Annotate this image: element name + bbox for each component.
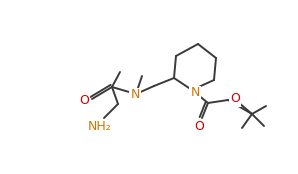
Text: N: N bbox=[130, 89, 140, 101]
Text: O: O bbox=[194, 120, 204, 132]
Text: O: O bbox=[79, 93, 89, 106]
Text: O: O bbox=[230, 93, 240, 105]
Text: NH₂: NH₂ bbox=[88, 121, 112, 133]
Text: N: N bbox=[190, 86, 200, 100]
